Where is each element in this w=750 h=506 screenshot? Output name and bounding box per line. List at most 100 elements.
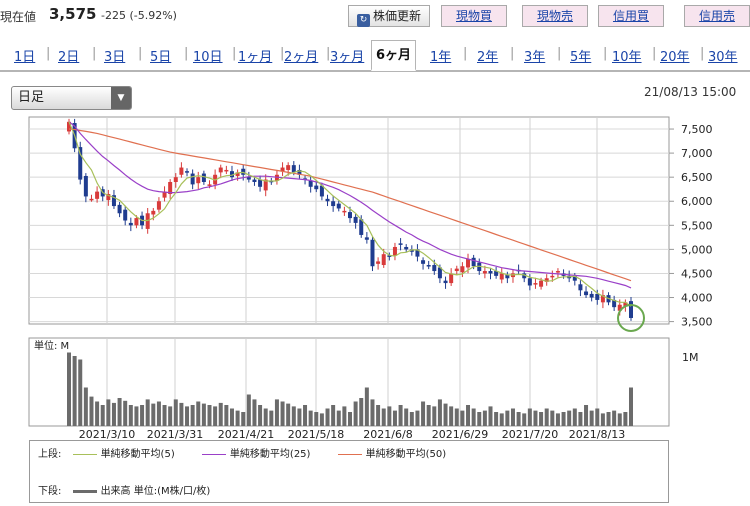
volume-bar — [522, 413, 527, 426]
tab-3d[interactable]: 3日 — [104, 50, 126, 65]
volume-bar — [516, 412, 521, 426]
tab-5d[interactable]: 5日 — [150, 50, 172, 65]
volume-bar — [246, 394, 251, 426]
candle-body — [488, 271, 493, 274]
chart-interval-select[interactable]: 日足 ▼ — [11, 86, 132, 110]
volume-bar — [466, 405, 471, 426]
candle-body — [117, 204, 122, 214]
refresh-price-button[interactable]: ↻ 株価更新 — [348, 5, 430, 27]
volume-bar — [308, 410, 313, 426]
volume-bar — [348, 412, 352, 426]
volume-bar — [67, 352, 71, 426]
y-tick-label: 6,500 — [681, 171, 713, 184]
tab-2m[interactable]: 2ヶ月 — [284, 50, 319, 65]
candle-body — [437, 267, 442, 279]
volume-bars — [67, 352, 633, 426]
volume-bar — [567, 410, 572, 426]
candle-body — [381, 254, 386, 266]
volume-bar — [336, 410, 341, 426]
candle-body — [578, 284, 583, 291]
candle-body — [258, 179, 263, 187]
volume-bar — [100, 405, 105, 426]
volume-bar — [482, 410, 487, 426]
margin-buy-button[interactable]: 信用買 — [598, 5, 664, 27]
candle-body — [241, 168, 246, 175]
volume-bar — [426, 405, 431, 426]
tab-5y[interactable]: 5年 — [570, 50, 592, 65]
volume-bar — [359, 398, 364, 426]
volume-bar — [494, 412, 499, 426]
volume-bar — [286, 403, 291, 426]
volume-bar — [572, 408, 577, 426]
volume-bar — [72, 356, 77, 426]
candle-body — [207, 184, 212, 186]
volume-bar — [342, 406, 347, 426]
volume-tick-label: 1M — [682, 351, 699, 364]
candle-body — [280, 167, 285, 172]
volume-bar — [404, 408, 409, 426]
candle-body — [185, 171, 190, 173]
candle-body — [179, 167, 184, 175]
tab-3y[interactable]: 3年 — [524, 50, 546, 65]
cash-buy-button[interactable]: 現物買 — [441, 5, 507, 27]
candle-body — [555, 271, 560, 273]
tab-30y[interactable]: 30年 — [708, 50, 738, 65]
tab-6m[interactable]: 6ヶ月 — [371, 40, 417, 71]
tab-10y[interactable]: 10年 — [612, 50, 642, 65]
tab-3m[interactable]: 3ヶ月 — [330, 50, 365, 65]
volume-bar — [128, 405, 133, 426]
volume-bar — [353, 401, 358, 426]
tab-1y[interactable]: 1年 — [430, 50, 452, 65]
volume-bar — [370, 399, 375, 426]
candle-body — [286, 165, 291, 170]
tab-1d[interactable]: 1日 — [14, 50, 36, 65]
ma5-line — [68, 121, 632, 307]
volume-bar — [460, 410, 465, 426]
legend-volume: 出来高 単位:(M株/口/枚) — [100, 486, 211, 497]
chart-interval-value: 日足 — [18, 90, 45, 105]
y-axis-ticks: 7,500 7,000 6,500 6,000 5,500 5,000 4,500 4,000… — [669, 123, 713, 329]
volume-bar — [584, 405, 589, 426]
tab-2y[interactable]: 2年 — [477, 50, 499, 65]
volume-bar — [623, 412, 628, 426]
tab-10d[interactable]: 10日 — [193, 50, 223, 65]
tab-20y[interactable]: 20年 — [660, 50, 690, 65]
volume-unit-label: 単位: M — [34, 339, 69, 352]
legend-ma25: 単純移動平均(25) — [229, 449, 311, 460]
tab-2d[interactable]: 2日 — [58, 50, 80, 65]
candle-body — [404, 246, 409, 250]
last-price-highlight-circle — [617, 303, 645, 332]
candle-body — [128, 222, 133, 226]
candle-body — [612, 299, 617, 308]
candle-body — [426, 265, 431, 267]
volume-bar — [471, 408, 476, 426]
volume-bar — [325, 408, 330, 426]
legend-ma50: 単純移動平均(50) — [365, 449, 447, 460]
volume-bar — [140, 405, 145, 426]
current-price: 3,575 — [49, 5, 97, 23]
volume-bar — [319, 413, 324, 426]
margin-sell-button[interactable]: 信用売 — [684, 5, 750, 27]
candle-body — [415, 249, 420, 257]
candle-body — [505, 274, 510, 279]
y-tick-label: 3,500 — [681, 316, 713, 329]
candle-body — [89, 198, 94, 201]
candle-body — [297, 169, 302, 175]
candle-body — [263, 179, 268, 191]
y-tick-label: 4,500 — [681, 267, 713, 280]
candle-body — [539, 280, 544, 287]
volume-bar — [550, 410, 555, 426]
volume-bar — [387, 406, 392, 426]
candle-body — [460, 266, 465, 273]
volume-bar — [499, 413, 504, 426]
volume-bar — [229, 408, 234, 426]
legend-ma5: 単純移動平均(5) — [100, 449, 175, 460]
price-label: 現在値 — [0, 10, 37, 24]
candle-body — [623, 302, 628, 306]
ma25-line — [68, 121, 632, 289]
cash-sell-button[interactable]: 現物売 — [522, 5, 588, 27]
volume-bar — [117, 398, 122, 426]
ma5-swatch — [72, 453, 97, 455]
tab-1m[interactable]: 1ヶ月 — [238, 50, 273, 65]
volume-bar — [629, 387, 633, 426]
